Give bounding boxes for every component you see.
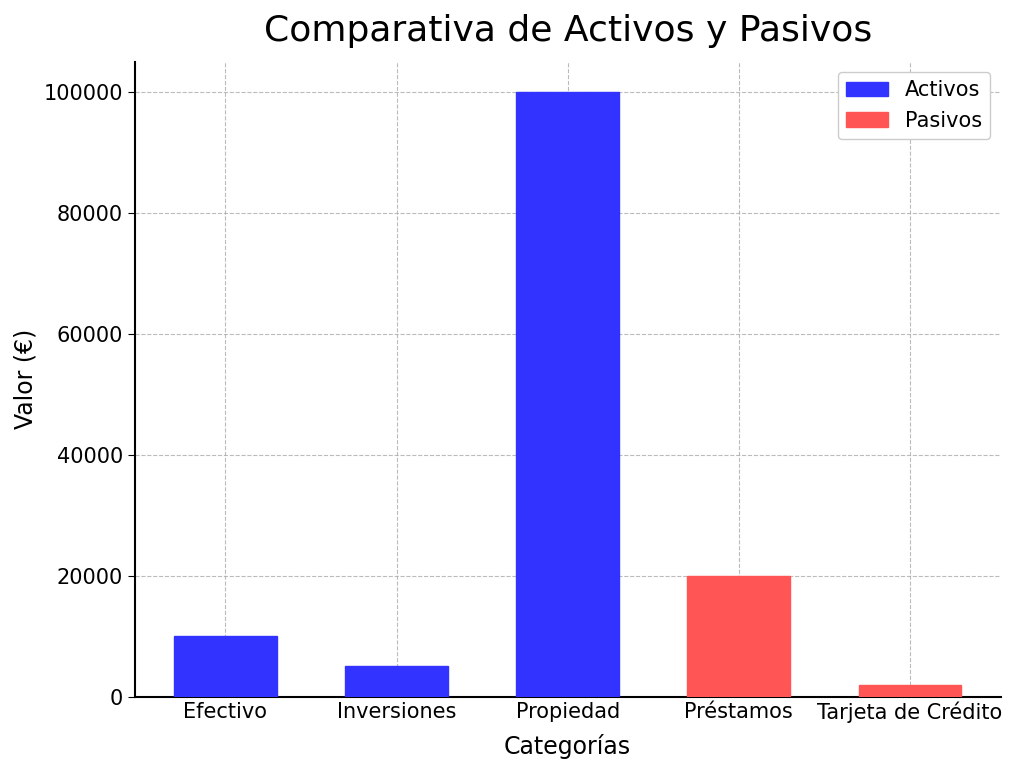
X-axis label: Categorías: Categorías — [504, 734, 631, 759]
Legend: Activos, Pasivos: Activos, Pasivos — [838, 72, 990, 139]
Bar — [174, 636, 276, 696]
Bar — [858, 685, 962, 696]
Bar — [345, 666, 447, 696]
Bar — [516, 92, 620, 696]
Bar — [687, 576, 791, 696]
Y-axis label: Valor (€): Valor (€) — [14, 329, 38, 429]
Title: Comparativa de Activos y Pasivos: Comparativa de Activos y Pasivos — [263, 14, 871, 48]
